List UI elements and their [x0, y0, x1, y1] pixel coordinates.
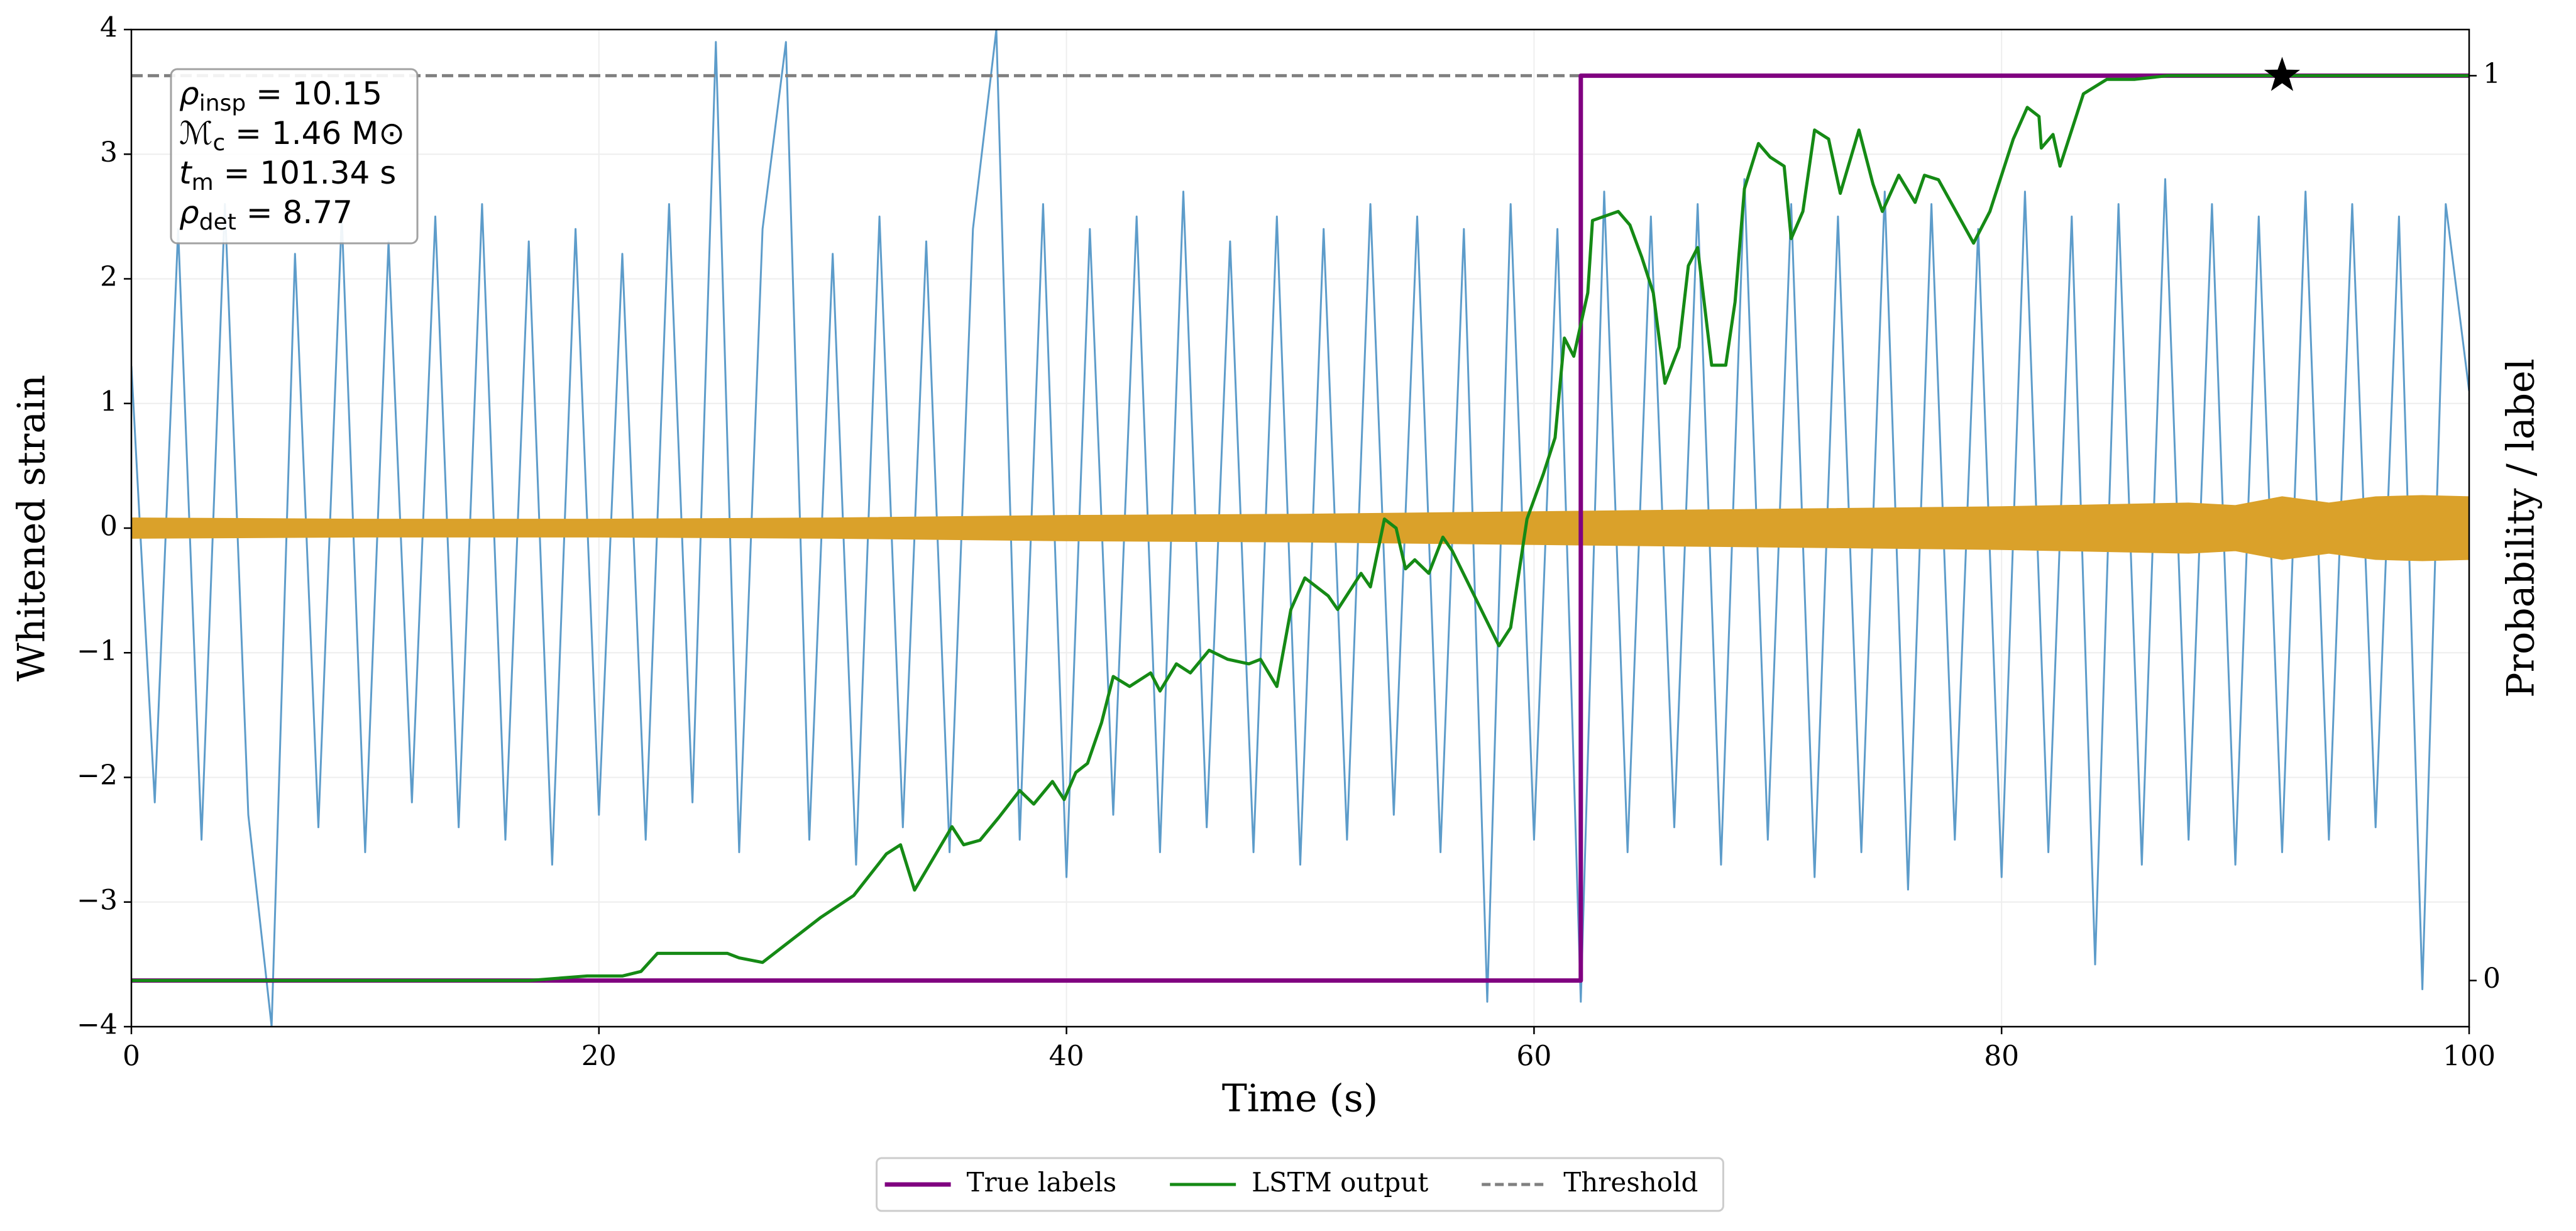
y-tick-label: −3 [77, 884, 118, 916]
y-tick-label: 4 [100, 12, 118, 44]
legend-box [876, 1157, 1724, 1212]
plot-frame [130, 28, 2470, 1028]
legend-label: True labels [967, 1167, 1117, 1198]
annotation-value: = 10.15 [246, 75, 382, 112]
y-tick-label: 3 [100, 136, 118, 168]
y-tick-label: −1 [77, 635, 118, 667]
signal-band [131, 495, 2469, 561]
annotation-value: = 8.77 [236, 194, 353, 231]
x-tick-label: 20 [581, 1041, 617, 1073]
annotation-sub: det [199, 209, 236, 235]
y2-axis-label: Probability / label [2499, 358, 2543, 698]
annotation-sub: m [192, 170, 214, 196]
series-line [131, 73, 2469, 983]
star-marker [2264, 57, 2300, 91]
annotation-symbol: ℳ [179, 115, 212, 152]
x-tick-label: 80 [1984, 1041, 2019, 1073]
series-line [131, 74, 2469, 983]
annotation-symbol: ρ [179, 75, 199, 112]
legend: True labels LSTM output Threshold [876, 1157, 1724, 1212]
annotation-value: = 101.34 s [214, 155, 397, 191]
y-tick-label: 0 [100, 511, 118, 543]
x-tick-label: 40 [1049, 1041, 1084, 1073]
annotation-symbol: ρ [179, 194, 199, 231]
annotation-box [170, 68, 419, 245]
annotation-sub: c [212, 130, 225, 156]
annotation-sub: insp [199, 91, 246, 116]
legend-label: LSTM output [1252, 1167, 1428, 1198]
annotation-line: tm = 101.34 s [179, 155, 396, 196]
annotation-value: = 1.46 M⊙ [225, 115, 405, 152]
annotation-symbol: t [179, 155, 193, 191]
y-tick-label: −4 [77, 1009, 118, 1041]
x-tick-label: 0 [123, 1041, 140, 1073]
y-tick-label: 1 [100, 385, 118, 417]
y-tick-label: 2 [100, 261, 118, 293]
plot-area [131, 30, 2469, 1027]
strain-line [131, 30, 2469, 1027]
y2-tick-label: 0 [2483, 963, 2501, 995]
y-axis-label: Whitened strain [10, 375, 54, 682]
annotation-line: ℳc = 1.46 M⊙ [179, 115, 405, 157]
x-tick-label: 100 [2443, 1041, 2496, 1073]
annotation-line: ρinsp = 10.15 [179, 75, 382, 117]
legend-label: Threshold [1563, 1167, 1698, 1198]
y-tick-label: −2 [77, 759, 118, 792]
annotation-line: ρdet = 8.77 [179, 194, 353, 236]
y2-tick-label: 1 [2483, 58, 2501, 90]
x-axis-label: Time (s) [1222, 1077, 1378, 1121]
x-tick-label: 60 [1516, 1041, 1551, 1073]
